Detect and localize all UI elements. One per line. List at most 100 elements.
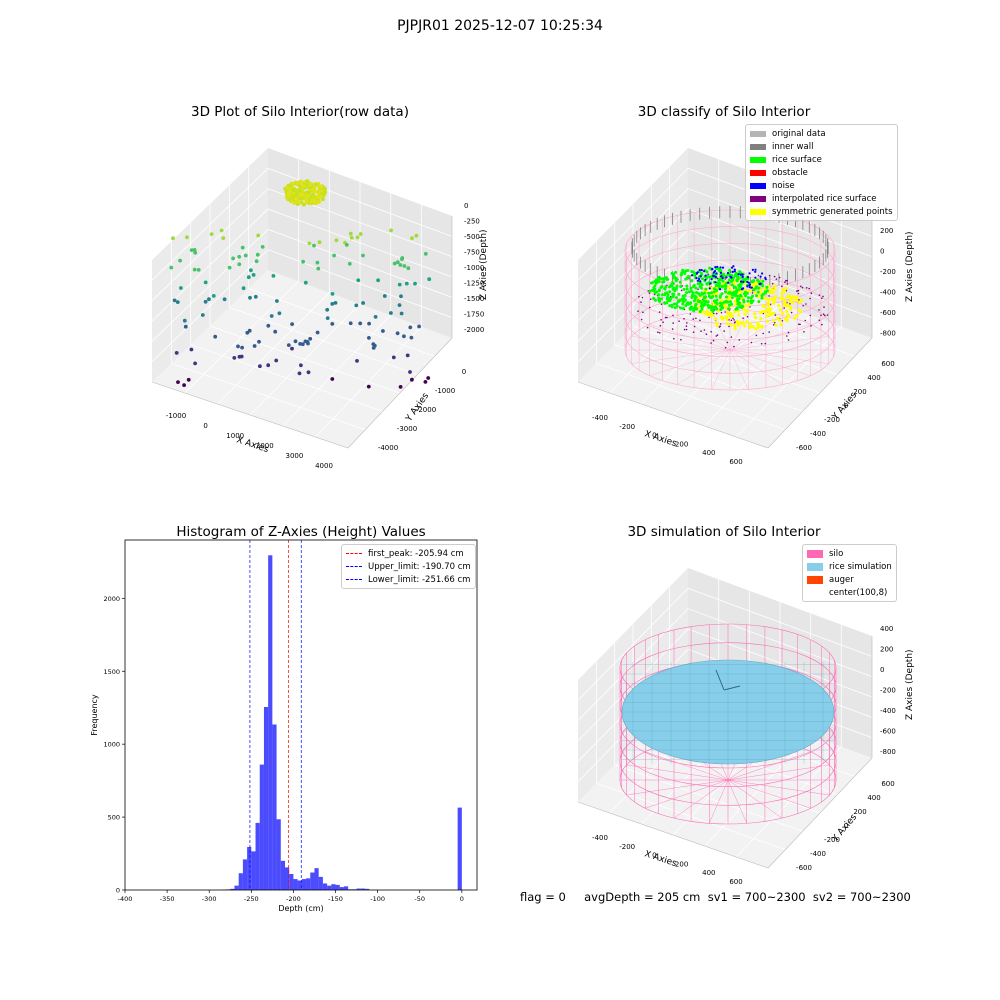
raw-surface-point [296, 202, 300, 207]
symmetric-point [755, 281, 759, 285]
silo-spoke [626, 779, 729, 796]
interpolated-point [762, 312, 765, 315]
raw-surface-point [285, 193, 289, 198]
interpolated-point [798, 323, 800, 326]
grid-line [577, 608, 873, 721]
rice-surface-point [669, 283, 673, 287]
rice-surface-point [692, 307, 696, 310]
symmetric-point [698, 299, 702, 303]
symmetric-point [727, 295, 731, 299]
interpolated-point [721, 317, 724, 319]
rice-surface-point [734, 307, 738, 311]
rice-surface-point [668, 299, 672, 303]
interpolated-point [797, 292, 800, 295]
raw-surface-point [298, 180, 303, 185]
rice-surface-point [694, 295, 698, 299]
rice-surface-point [741, 280, 745, 284]
rice-surface-point [681, 268, 685, 272]
legend-label: noise [772, 180, 795, 191]
raw-surface-point [312, 186, 317, 191]
legend-swatch [807, 562, 823, 571]
rice-surface-point [703, 268, 707, 272]
rice-surface-point [682, 270, 686, 274]
interpolated-point [710, 342, 712, 344]
raw-surface-point [294, 197, 298, 201]
raw-point [186, 377, 191, 382]
raw-surface-point [285, 193, 290, 198]
raw-surface-point [302, 186, 307, 190]
raw-surface-point [311, 187, 316, 192]
rice-surface-point [707, 294, 711, 298]
rice-surface-point [674, 276, 678, 280]
rice-surface-point [756, 278, 760, 282]
interpolated-point [733, 282, 735, 285]
histogram-bar [352, 889, 357, 890]
legend-swatch [807, 549, 823, 558]
rice-surface-point [765, 285, 769, 289]
grid-line [151, 249, 453, 362]
symmetric-point [749, 283, 753, 288]
symmetric-point [756, 321, 760, 325]
rice-surface-point [671, 287, 675, 291]
interpolated-point [766, 315, 769, 318]
raw-point [174, 351, 179, 355]
rice-surface-point [688, 302, 692, 306]
raw-surface-point [318, 188, 323, 193]
interpolated-point [824, 314, 826, 317]
raw-surface-point [322, 188, 326, 193]
histogram-bar [301, 879, 307, 890]
histogram-xlabel: Depth (cm) [278, 904, 323, 913]
raw-point [400, 256, 405, 260]
histogram-bar [276, 819, 281, 890]
symmetric-point [782, 289, 787, 293]
raw-point [409, 335, 414, 340]
raw-point [271, 274, 276, 278]
raw-surface-point [311, 186, 316, 191]
raw-surface-point [290, 193, 295, 198]
raw-surface-point [296, 198, 301, 203]
interpolated-point [747, 276, 749, 278]
symmetric-point [712, 301, 716, 305]
silo-spoke [711, 310, 731, 351]
raw-surface-point [315, 190, 319, 194]
raw-surface-point [294, 197, 299, 202]
interpolated-point [705, 333, 708, 336]
interpolated-point [787, 315, 789, 318]
histogram-bar [457, 807, 462, 890]
raw-point [410, 377, 414, 382]
grid-line [577, 249, 873, 362]
interpolated-point [729, 324, 731, 327]
symmetric-point [715, 302, 719, 306]
symmetric-point [701, 299, 705, 303]
raw-point [299, 363, 303, 368]
symmetric-point [709, 314, 713, 318]
interpolated-point [773, 275, 776, 278]
interpolated-point [768, 274, 771, 277]
classify-legend-item: interpolated rice surface [750, 192, 893, 205]
interpolated-point [786, 279, 788, 282]
raw-surface-point [301, 192, 305, 196]
symmetric-point [700, 310, 705, 314]
histogram-bar [255, 822, 260, 890]
raw-point [355, 359, 359, 363]
rice-surface-point [663, 287, 667, 291]
rice-surface-point [746, 277, 750, 281]
symmetric-point [768, 289, 772, 294]
interpolated-point [673, 337, 675, 340]
rice-surface-point [736, 273, 740, 276]
raw-point [237, 354, 242, 359]
rice-surface-point [706, 275, 710, 278]
interpolated-point [723, 330, 725, 332]
raw-point [257, 339, 261, 344]
rice-surface-point [657, 277, 661, 281]
rice-surface-point [732, 290, 736, 294]
rice-surface-point [734, 289, 738, 293]
simulation-ytick: 0 [844, 822, 848, 830]
raw-point [237, 254, 242, 259]
symmetric-point [785, 309, 789, 313]
silo-spoke [729, 310, 749, 351]
raw-point [371, 342, 376, 346]
raw-point [252, 344, 257, 348]
noise-point [758, 283, 761, 286]
grid-line [704, 193, 812, 427]
